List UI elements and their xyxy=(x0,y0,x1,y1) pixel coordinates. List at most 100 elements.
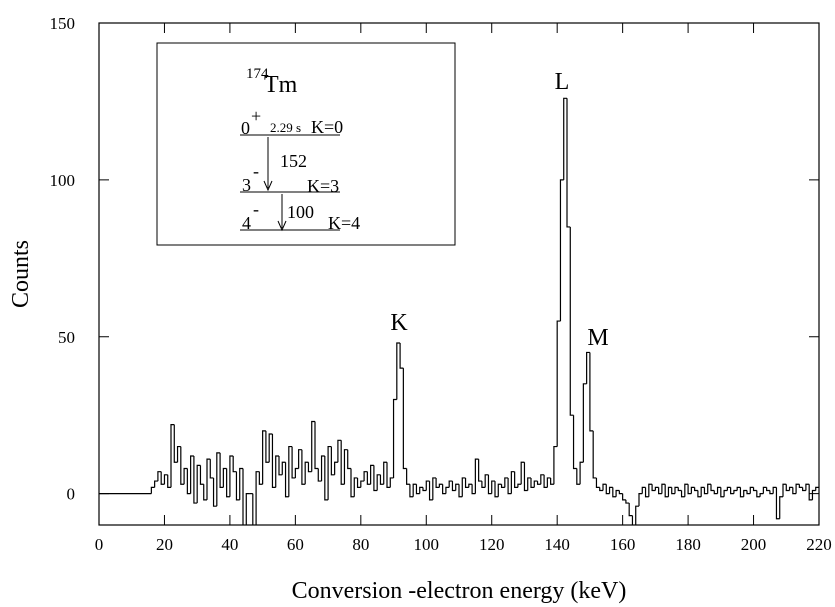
transition-energy: 100 xyxy=(287,202,314,222)
histogram-bin xyxy=(386,462,391,488)
histogram-bin xyxy=(193,455,198,504)
histogram-bin xyxy=(235,471,240,501)
histogram-bin xyxy=(716,486,721,494)
histogram-bin xyxy=(788,486,793,491)
level-parity: - xyxy=(253,199,259,219)
histogram-bin xyxy=(592,430,597,479)
arrow-head xyxy=(263,180,273,192)
histogram-bin xyxy=(320,455,325,482)
histogram-bin xyxy=(759,493,764,497)
histogram-bin xyxy=(304,461,309,485)
histogram-bin xyxy=(399,343,404,369)
histogram-bin xyxy=(622,493,626,501)
histogram-bin xyxy=(586,351,590,384)
histogram-bin xyxy=(815,486,819,491)
histogram-bin xyxy=(170,424,175,488)
histogram-bin xyxy=(618,490,623,495)
histogram-bin xyxy=(517,483,522,488)
histogram-bin xyxy=(284,462,289,498)
histogram-bin xyxy=(406,468,410,485)
histogram-bin xyxy=(785,484,790,492)
histogram-bin xyxy=(451,481,456,492)
histogram-bin xyxy=(491,480,495,494)
histogram-bin xyxy=(749,486,754,494)
histogram-bin xyxy=(641,486,646,494)
histogram-bin xyxy=(212,477,217,507)
histogram-bin xyxy=(752,487,757,492)
histogram-bin xyxy=(500,484,505,488)
x-tick-label: 0 xyxy=(95,535,104,554)
histogram-bin xyxy=(599,487,603,492)
histogram-bin xyxy=(392,398,397,478)
histogram-bin xyxy=(157,471,162,482)
histogram-bin xyxy=(494,481,499,498)
histogram-bin xyxy=(409,484,414,498)
histogram-bin xyxy=(150,486,155,494)
x-tick-label: 120 xyxy=(479,535,505,554)
histogram-bin xyxy=(275,455,279,488)
histogram-bin xyxy=(363,471,368,482)
histogram-bin xyxy=(520,461,525,485)
histogram-bin xyxy=(366,471,371,485)
histogram-bin xyxy=(713,490,718,495)
histogram-bin xyxy=(766,487,770,492)
histogram-bin xyxy=(317,468,322,482)
histogram-bin xyxy=(376,474,381,491)
histogram-bin xyxy=(504,477,509,488)
histogram-bin xyxy=(291,446,296,479)
histogram-bin xyxy=(487,474,492,495)
histogram-bin xyxy=(461,477,466,497)
histogram-bin xyxy=(566,98,571,228)
histogram-bin xyxy=(402,368,407,470)
histogram-bin xyxy=(330,446,335,476)
histogram-bin xyxy=(419,486,423,494)
histogram-bin xyxy=(334,461,338,475)
histogram-bin xyxy=(697,490,702,498)
histogram-bin xyxy=(690,486,695,494)
histogram-bin xyxy=(572,415,577,470)
inset: 174 Tm 0 + 2.29 s K=0 152 3 - K=3 100 4 … xyxy=(156,42,456,246)
peak-label: M xyxy=(587,325,608,351)
histogram-bin xyxy=(337,439,342,463)
histogram-bin xyxy=(324,455,329,501)
histogram-bin xyxy=(222,467,227,488)
histogram-bin xyxy=(190,455,194,494)
peak-label: K xyxy=(390,310,408,336)
histogram-bin xyxy=(680,490,685,498)
histogram-bin xyxy=(710,484,715,492)
histogram-bin xyxy=(628,503,633,517)
x-tick-label: 220 xyxy=(806,535,832,554)
histogram-bin xyxy=(428,481,433,501)
histogram-bin xyxy=(546,477,551,488)
x-tick-label: 140 xyxy=(544,535,570,554)
histogram-bin xyxy=(775,487,780,520)
histogram-bin xyxy=(651,484,656,492)
x-axis-label: Conversion -electron energy (keV) xyxy=(292,578,627,604)
histogram-bin xyxy=(723,489,728,497)
histogram-bin xyxy=(782,483,787,497)
histogram-bin xyxy=(746,490,751,495)
histogram-bin xyxy=(536,481,541,485)
histogram-bin xyxy=(448,480,453,488)
histogram-bin xyxy=(559,179,564,322)
histogram-bin xyxy=(370,464,374,485)
histogram-bin xyxy=(694,487,698,492)
histogram-bin xyxy=(582,383,587,463)
histogram-bin xyxy=(340,440,345,485)
histogram-bin xyxy=(792,487,797,495)
histogram-bin xyxy=(242,468,244,525)
histogram-bin xyxy=(658,487,662,495)
histogram-bin xyxy=(389,477,394,488)
histogram-bin xyxy=(432,477,437,500)
histogram-bin xyxy=(481,481,486,488)
histogram-bin xyxy=(396,342,401,400)
histogram-bin xyxy=(163,474,168,485)
histogram-bin xyxy=(239,467,243,500)
histogram-bin xyxy=(553,445,558,485)
histogram-bin xyxy=(625,499,630,504)
histogram-bin xyxy=(356,477,361,488)
histogram-bin xyxy=(779,496,783,519)
histogram-bin xyxy=(743,489,747,497)
histogram-bin xyxy=(756,490,761,498)
histogram-bin xyxy=(196,464,201,504)
